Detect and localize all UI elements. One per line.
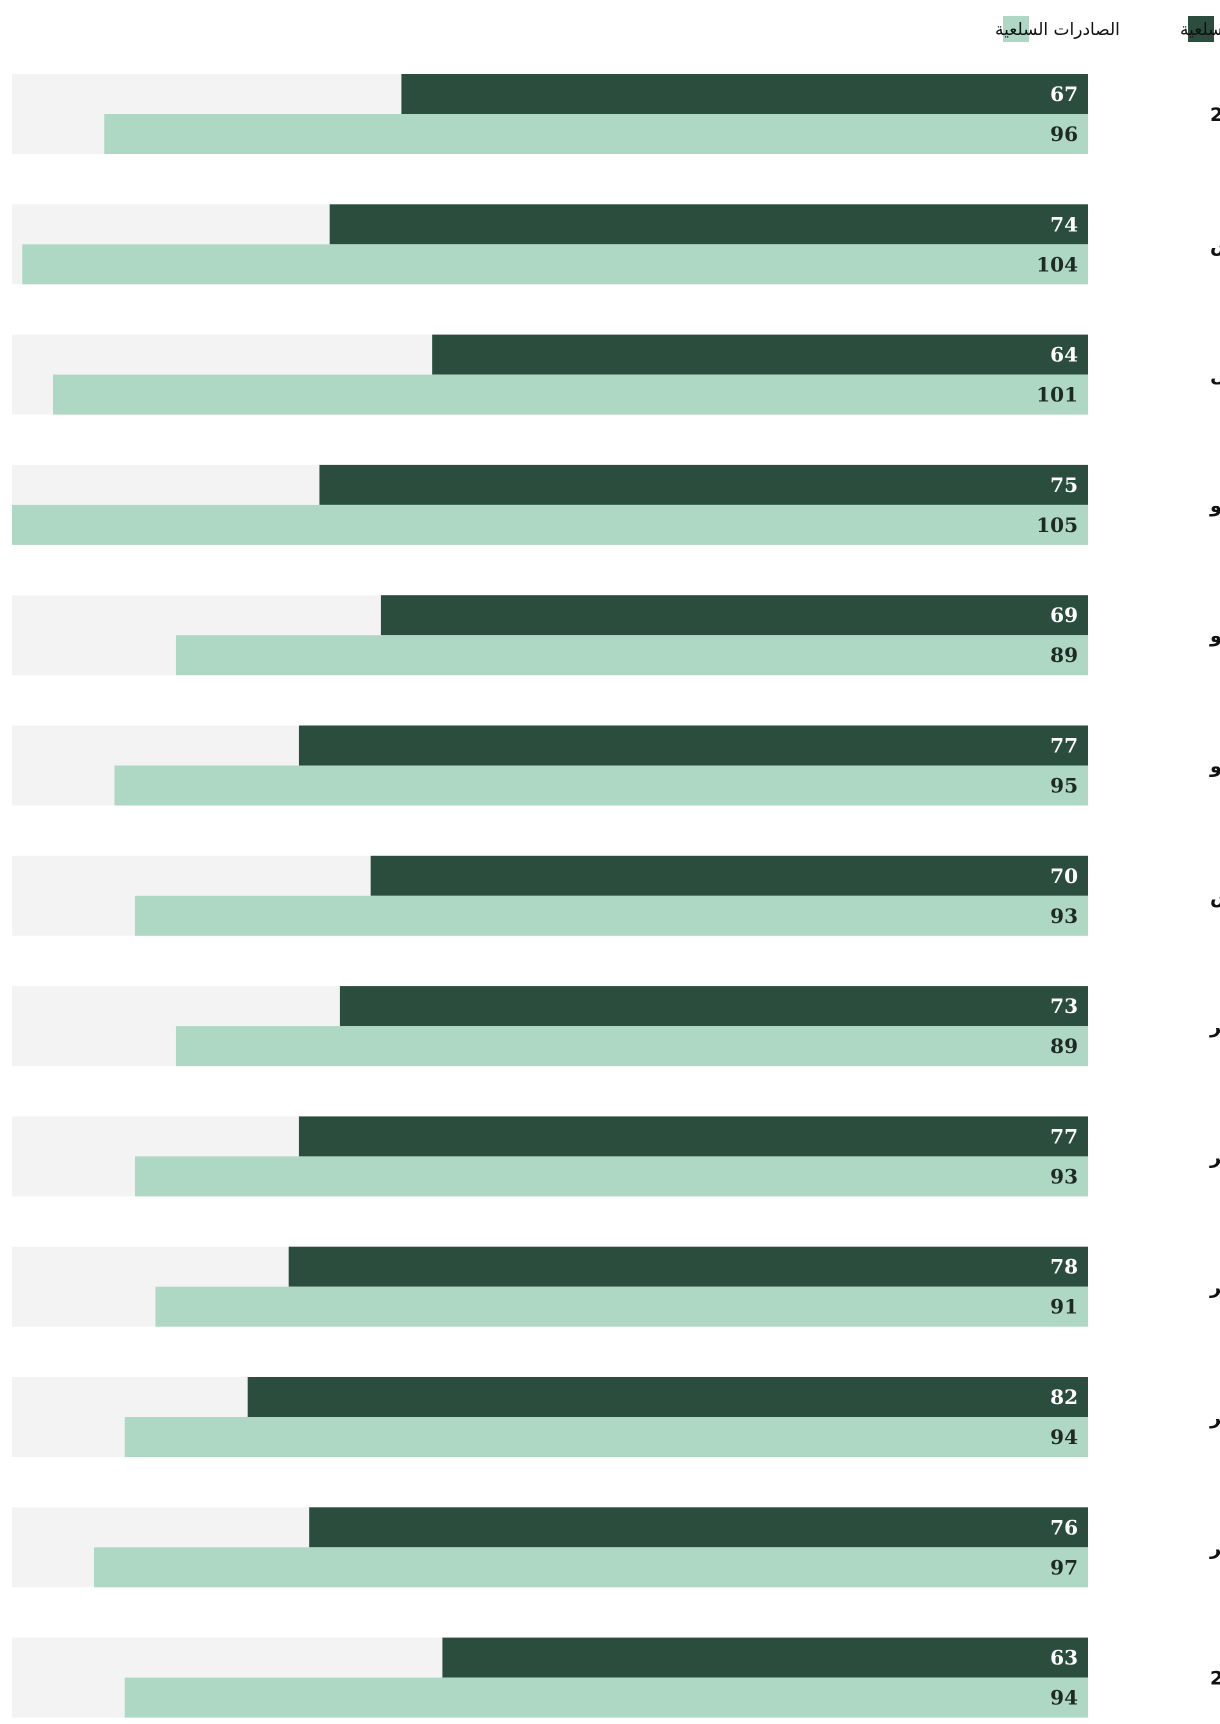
bar-imports <box>298 725 1088 766</box>
bar-exports <box>155 1286 1088 1327</box>
value-label-imports: 78 <box>1050 1255 1078 1279</box>
value-label-exports: 94 <box>1050 1686 1078 1710</box>
value-label-imports: 82 <box>1050 1385 1078 1409</box>
value-label-exports: 96 <box>1050 122 1078 146</box>
row-group: 64 101 أبريل <box>12 334 1220 415</box>
category-label: فبراير 2024 <box>1210 104 1220 126</box>
row-group: 67 96 فبراير 2024 <box>12 74 1220 154</box>
bar-exports <box>22 244 1089 285</box>
bar-exports <box>134 895 1088 936</box>
bar-exports <box>124 1417 1088 1457</box>
row-group: 63 94 فبراير 2025 <box>12 1637 1220 1718</box>
bar-imports <box>442 1637 1088 1678</box>
category-label: نوفمبر <box>1209 1277 1220 1299</box>
category-label: مايو <box>1209 495 1220 517</box>
bar-imports <box>288 1246 1089 1287</box>
row-group: 77 95 يوليو <box>12 725 1220 806</box>
category-label: أغسطس <box>1210 884 1220 908</box>
bar-imports <box>370 855 1089 896</box>
row-group: 74 104 مارس <box>12 204 1220 285</box>
legend: الواردات السلعية الصادرات السلعية <box>995 16 1220 42</box>
value-label-imports: 73 <box>1050 994 1078 1018</box>
legend-swatch-exports <box>1003 16 1029 42</box>
plot-area: 67 96 فبراير 2024 74 104 مارس 64 101 أبريل 75 105 م… <box>12 74 1220 1718</box>
legend-label-exports: الصادرات السلعية <box>995 20 1120 40</box>
row-group: 77 93 أكتوبر <box>12 1116 1220 1197</box>
bar-imports <box>247 1377 1088 1417</box>
value-label-imports: 69 <box>1050 603 1078 627</box>
category-label: فبراير 2025 <box>1210 1668 1220 1690</box>
bar-imports <box>432 334 1089 375</box>
value-label-imports: 75 <box>1050 473 1078 497</box>
bar-imports <box>339 986 1088 1027</box>
value-label-imports: 76 <box>1050 1515 1078 1539</box>
value-label-exports: 93 <box>1050 1164 1078 1188</box>
bar-exports <box>93 1547 1088 1588</box>
bar-exports <box>114 765 1088 806</box>
value-label-exports: 97 <box>1050 1555 1078 1579</box>
value-label-imports: 70 <box>1050 864 1078 888</box>
category-label: مارس <box>1210 234 1220 256</box>
value-label-imports: 77 <box>1050 734 1078 758</box>
legend-swatch-imports <box>1188 16 1214 42</box>
bar-imports <box>380 595 1088 636</box>
row-group: 75 105 مايو <box>12 464 1220 545</box>
category-label: يناير <box>1209 1537 1220 1559</box>
category-label: ديسمبر <box>1209 1407 1220 1429</box>
bar-exports <box>52 374 1088 415</box>
bar-exports <box>104 114 1088 154</box>
bar-imports <box>309 1507 1089 1548</box>
row-group: 76 97 يناير <box>12 1507 1220 1588</box>
value-label-exports: 105 <box>1036 513 1078 537</box>
bar-exports <box>175 1026 1088 1067</box>
value-label-imports: 64 <box>1050 343 1078 367</box>
value-label-exports: 89 <box>1050 1034 1078 1058</box>
value-label-exports: 104 <box>1036 252 1078 276</box>
category-label: يونيو <box>1209 625 1220 647</box>
bar-exports <box>124 1677 1088 1718</box>
bar-imports <box>329 204 1089 245</box>
value-label-exports: 101 <box>1036 383 1078 407</box>
bar-imports <box>319 464 1088 505</box>
bar-imports <box>298 1116 1088 1157</box>
value-label-exports: 95 <box>1050 774 1078 798</box>
value-label-exports: 91 <box>1050 1295 1078 1319</box>
value-label-exports: 89 <box>1050 643 1078 667</box>
value-label-imports: 74 <box>1050 212 1078 236</box>
value-label-imports: 63 <box>1050 1646 1078 1670</box>
value-label-imports: 67 <box>1050 82 1078 106</box>
value-label-imports: 77 <box>1050 1124 1078 1148</box>
row-group: 69 89 يونيو <box>12 595 1220 676</box>
value-label-exports: 94 <box>1050 1425 1078 1449</box>
category-label: أبريل <box>1210 363 1220 387</box>
value-label-exports: 93 <box>1050 904 1078 928</box>
bar-exports <box>12 504 1088 545</box>
row-group: 70 93 أغسطس <box>12 855 1220 936</box>
category-label: يوليو <box>1209 756 1220 778</box>
row-group: 78 91 نوفمبر <box>12 1246 1220 1327</box>
row-group: 82 94 ديسمبر <box>12 1377 1220 1457</box>
category-label: أكتوبر <box>1209 1144 1220 1168</box>
bar-imports <box>401 74 1088 114</box>
row-group: 73 89 سبتمبر <box>12 986 1220 1067</box>
bar-exports <box>175 635 1088 676</box>
category-label: سبتمبر <box>1209 1016 1220 1038</box>
legend-label-imports: الواردات السلعية <box>1180 20 1220 40</box>
bar-exports <box>134 1156 1088 1197</box>
